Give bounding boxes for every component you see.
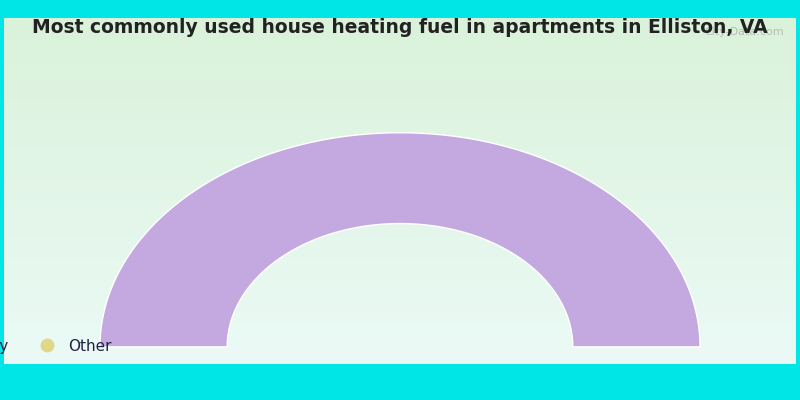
Legend: Electricity, Other: Electricity, Other: [0, 332, 118, 360]
Text: City-Data.com: City-Data.com: [704, 26, 784, 36]
Text: Most commonly used house heating fuel in apartments in Elliston, VA: Most commonly used house heating fuel in…: [32, 18, 768, 37]
Polygon shape: [100, 133, 700, 347]
